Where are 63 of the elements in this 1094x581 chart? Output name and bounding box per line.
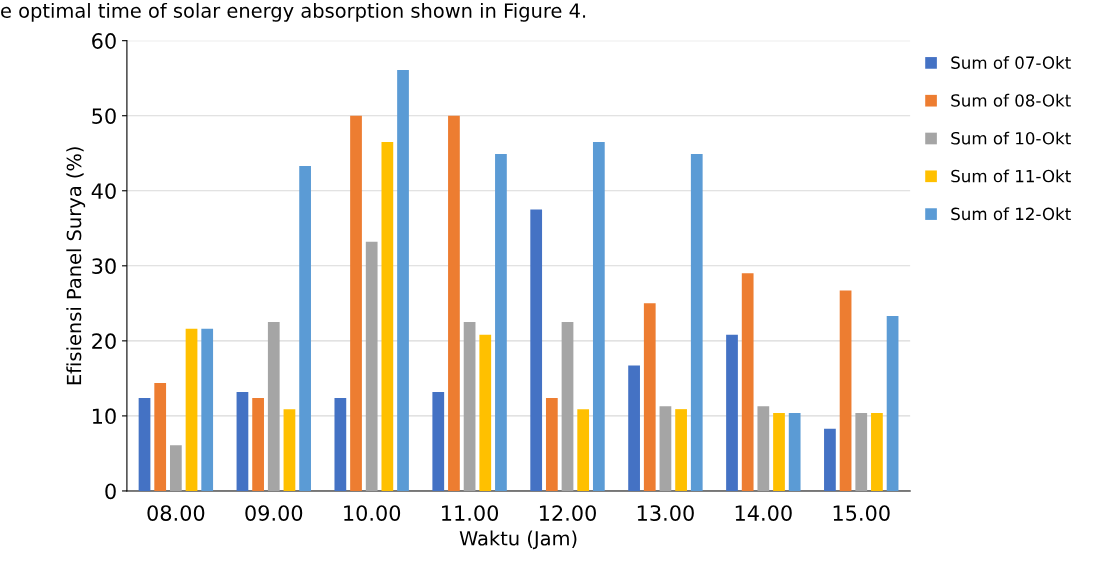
x-tick-label: 15.00 [833, 505, 890, 521]
bar [726, 334, 738, 491]
y-tick-label: 20 [92, 333, 116, 350]
bar [381, 141, 394, 491]
bar [201, 328, 214, 491]
bar [432, 391, 445, 491]
bar [675, 409, 687, 491]
bar [463, 322, 476, 491]
legend-label: Sum of 11-Okt [951, 169, 1071, 183]
y-tick-label: 50 [92, 108, 116, 124]
y-tick-label: 40 [91, 183, 116, 199]
bar [169, 445, 182, 491]
bar [561, 322, 574, 491]
bar [824, 428, 836, 491]
x-tick-label: 10.00 [344, 505, 401, 521]
bar [299, 166, 311, 491]
bar [138, 397, 151, 491]
bar [741, 273, 754, 491]
bar [871, 412, 883, 491]
bar [252, 397, 264, 491]
bar [185, 328, 198, 491]
legend-label: Sum of 08-Okt [951, 93, 1071, 107]
bar [592, 141, 605, 491]
bar [643, 303, 656, 491]
x-tick-label: 11.00 [442, 505, 499, 521]
bar [839, 290, 852, 491]
text: e optimal time of solar energy absorption shown in Figure 4. [1, 2, 586, 22]
bar [628, 365, 640, 491]
bar [267, 322, 280, 491]
x-tick-label: 13.00 [637, 505, 694, 521]
bar [757, 406, 770, 491]
bar [577, 409, 590, 491]
bar [855, 412, 868, 491]
bar [659, 406, 672, 491]
bar [690, 153, 703, 491]
bar [773, 412, 785, 491]
bar [283, 409, 296, 491]
y-tick-label: 10 [92, 408, 116, 425]
bar [545, 397, 558, 491]
x-tick-label: 12.00 [539, 505, 596, 521]
x-tick-label: 09.00 [245, 505, 303, 521]
legend-label: Sum of 07-Okt [951, 56, 1071, 69]
legend-label: Sum of 10-Okt [951, 131, 1071, 145]
bar [334, 397, 347, 491]
legend-label: Sum of 12-Okt [951, 207, 1071, 221]
bar [530, 209, 543, 491]
bar [479, 334, 492, 491]
bar [495, 153, 507, 491]
x-tick-label: 08.00 [147, 505, 205, 521]
bar [448, 115, 460, 491]
x-tick-label: 14.00 [735, 505, 792, 521]
bar [886, 316, 899, 491]
y-tick-label: 30 [92, 258, 116, 275]
bar [365, 241, 378, 491]
bar [397, 69, 409, 491]
bar [350, 115, 362, 491]
y-axis-title: Efisiensi Panel Surya (%) [66, 147, 86, 385]
y-tick-label: 60 [92, 33, 116, 49]
bar [154, 382, 167, 491]
x-axis-title: Waktu (Jam) [459, 530, 577, 550]
bar [236, 391, 249, 491]
y-tick-label: 0 [105, 483, 116, 500]
bar [788, 412, 801, 491]
